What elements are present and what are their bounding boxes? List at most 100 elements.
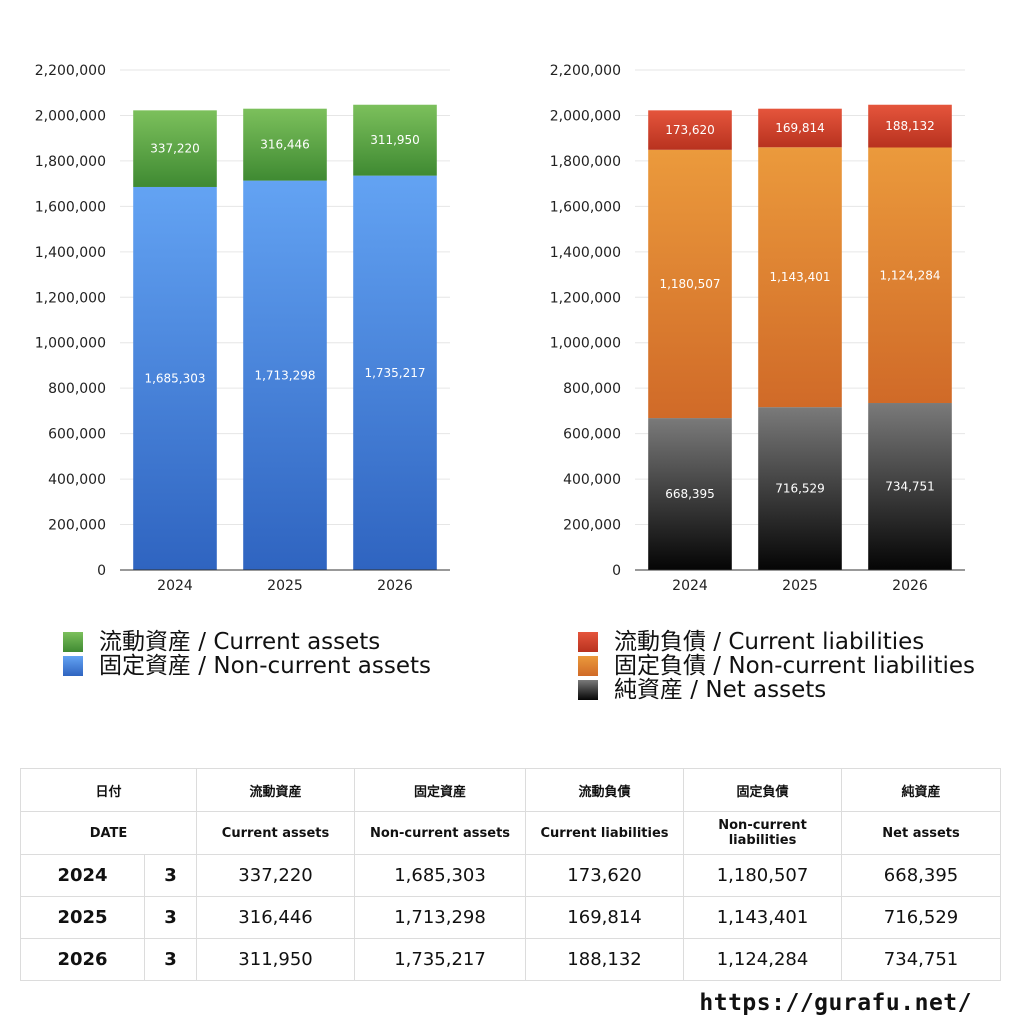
table-cell: 173,620 — [525, 854, 685, 897]
y-tick-label: 2,200,000 — [35, 63, 106, 79]
legend-item: 流動資産 / Current assets — [63, 630, 431, 654]
balance-table: 日付 流動資産 固定資産 流動負債 固定負債 純資産 DATE Current assets N… — [19, 768, 1002, 981]
liabilities-chart: 0 200,000 400,000 600,000 800,000 1,000,000 1,… — [515, 50, 1015, 610]
y-tick-label: 2,200,000 — [550, 63, 621, 79]
table-header-cell: Current liabilities — [525, 811, 685, 855]
bar-segment — [243, 108, 327, 181]
data-label: 337,220 — [150, 142, 200, 156]
bar-segment — [758, 407, 842, 570]
table-row: 2025 3 316,446 1,713,298 169,814 1,143,401 716… — [20, 896, 1002, 939]
table-cell: 337,220 — [196, 854, 356, 897]
y-tick-label: 1,000,000 — [35, 336, 106, 352]
x-tick-label: 2026 — [377, 578, 413, 594]
table-cell: 668,395 — [841, 854, 1002, 897]
table-cell: 3 — [143, 854, 198, 897]
bar-segment — [133, 110, 217, 187]
legend-label: 流動負債 / Current liabilities — [614, 629, 925, 655]
table-row: 2026 3 311,950 1,735,217 188,132 1,124,284 734… — [20, 938, 1002, 981]
table-header-row: DATE Current assets Non-current assets Curr… — [19, 811, 1002, 855]
table-cell: 188,132 — [525, 938, 685, 981]
data-label: 311,950 — [370, 133, 420, 147]
table-cell: 1,124,284 — [683, 938, 843, 981]
liabilities-legend: 流動負債 / Current liabilities 固定負債 / Non-cur… — [578, 630, 975, 702]
table-header-cell: Current assets — [196, 811, 356, 855]
x-tick-label: 2025 — [267, 578, 303, 594]
y-tick-label: 1,600,000 — [550, 199, 621, 215]
y-tick-label: 1,400,000 — [35, 245, 106, 261]
table-cell: 1,735,217 — [354, 938, 527, 981]
table-header-cell: Net assets — [841, 811, 1002, 855]
y-tick-label: 200,000 — [563, 518, 621, 534]
x-tick-label: 2024 — [157, 578, 193, 594]
x-tick-label: 2024 — [672, 578, 708, 594]
legend-label: 固定資産 / Non-current assets — [99, 653, 432, 679]
bar-segment — [353, 175, 437, 570]
data-label: 734,751 — [885, 480, 935, 494]
legend-swatch — [578, 656, 598, 676]
table-cell: 2024 — [20, 854, 145, 897]
site-url[interactable]: https://gurafu.net/ — [699, 990, 972, 1016]
y-tick-label: 1,600,000 — [35, 199, 106, 215]
chart-svg: 0 200,000 400,000 600,000 800,000 1,000,000 1,… — [35, 63, 450, 594]
legend-item: 固定負債 / Non-current liabilities — [578, 654, 975, 678]
data-label: 1,124,284 — [879, 268, 940, 282]
bar-segment — [868, 147, 952, 404]
bar-segment — [758, 108, 842, 148]
y-tick-label: 1,800,000 — [35, 154, 106, 170]
legend-item: 固定資産 / Non-current assets — [63, 654, 431, 678]
y-tick-label: 1,200,000 — [35, 290, 106, 306]
table-header-cell: 流動負債 — [525, 768, 685, 812]
data-label: 716,529 — [775, 482, 825, 496]
chart-svg: 0 200,000 400,000 600,000 800,000 1,000,000 1,… — [550, 63, 965, 594]
table-header-cell: 流動資産 — [196, 768, 356, 812]
y-tick-label: 600,000 — [48, 427, 106, 443]
y-tick-label: 200,000 — [48, 518, 106, 534]
table-header-cell: Non-current assets — [354, 811, 527, 855]
table-header-cell: 日付 — [19, 768, 198, 812]
x-tick-label: 2026 — [892, 578, 928, 594]
y-tick-label: 400,000 — [563, 472, 621, 488]
table-header-row: 日付 流動資産 固定資産 流動負債 固定負債 純資産 — [19, 768, 1002, 812]
data-label: 173,620 — [665, 123, 715, 137]
y-tick-label: 400,000 — [48, 472, 106, 488]
legend-label: 純資産 / Net assets — [614, 677, 827, 703]
bar-segment — [758, 147, 842, 408]
y-tick-label: 600,000 — [563, 427, 621, 443]
table-cell: 1,143,401 — [683, 896, 843, 939]
y-tick-label: 800,000 — [563, 381, 621, 397]
assets-chart: 0 200,000 400,000 600,000 800,000 1,000,000 1,… — [0, 50, 500, 610]
table-cell: 2026 — [20, 938, 145, 981]
data-label: 1,180,507 — [659, 277, 720, 291]
data-label: 188,132 — [885, 119, 935, 133]
legend-label: 固定負債 / Non-current liabilities — [614, 653, 975, 679]
bar-segment — [133, 186, 217, 570]
table-row: 2024 3 337,220 1,685,303 173,620 1,180,507 668… — [20, 854, 1002, 897]
y-tick-label: 2,000,000 — [35, 108, 106, 124]
table-cell: 3 — [143, 896, 198, 939]
table-header-cell: 固定資産 — [354, 768, 527, 812]
y-tick-label: 800,000 — [48, 381, 106, 397]
legend-item: 流動負債 / Current liabilities — [578, 630, 975, 654]
table-cell: 169,814 — [525, 896, 685, 939]
table-header-cell: Non-current liabilities — [683, 811, 843, 855]
data-label: 1,735,217 — [364, 366, 425, 380]
y-tick-label: 2,000,000 — [550, 108, 621, 124]
legend-swatch — [578, 632, 598, 652]
bar-segment — [648, 418, 732, 570]
x-tick-label: 2025 — [782, 578, 818, 594]
bar-segment — [648, 149, 732, 419]
y-tick-label: 1,000,000 — [550, 336, 621, 352]
y-tick-label: 1,200,000 — [550, 290, 621, 306]
table-cell: 1,685,303 — [354, 854, 527, 897]
legend-label: 流動資産 / Current assets — [99, 629, 381, 655]
legend-swatch — [578, 680, 598, 700]
y-tick-label: 1,400,000 — [550, 245, 621, 261]
y-tick-label: 1,800,000 — [550, 154, 621, 170]
bar-segment — [868, 403, 952, 570]
legend-swatch — [63, 656, 83, 676]
bar-segment — [353, 104, 437, 176]
data-label: 1,685,303 — [144, 371, 205, 385]
legend-swatch — [63, 632, 83, 652]
table-header-cell: 固定負債 — [683, 768, 843, 812]
data-label: 316,446 — [260, 138, 310, 152]
